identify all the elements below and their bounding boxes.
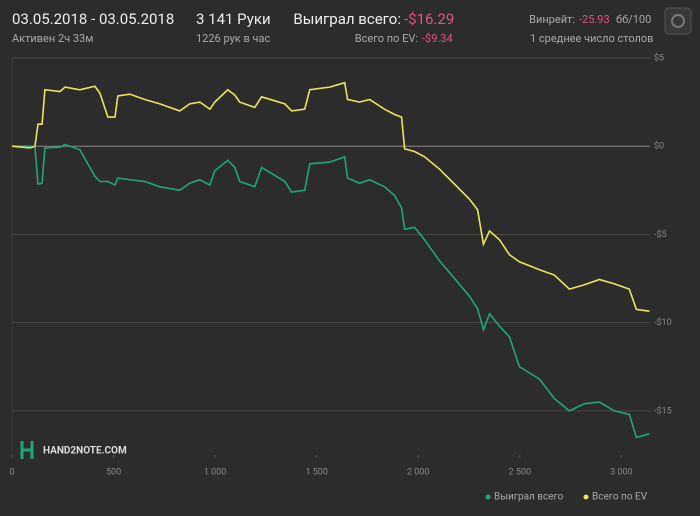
x-tick-label: 3 000 [610,467,632,477]
hands-per-hour: 1226 рук в час [196,32,270,45]
logo: HAND2NOTE.COM [20,441,127,459]
won-label: Выиграл всего: [293,10,401,28]
y-tick-label: $0 [654,141,664,152]
legend-marker [485,494,491,500]
won-value: -$16.29 [404,10,454,28]
legend-marker [583,494,589,500]
legend-label: Всего по EV [592,492,648,503]
active-time: Активен 2ч 33м [12,32,93,45]
x-tick-label: 2 500 [509,467,531,477]
ev-label: Всего по EV: [355,32,418,45]
logo-text: HAND2NOTE.COM [43,446,127,457]
date-range: 03.05.2018 - 03.05.2018 [12,10,174,28]
x-tick-label: 0 [9,467,14,477]
plot: $5 $0 -$5 -$10 -$15 0 500 1 000 1 500 2 000 2 500 3… [9,52,671,502]
winrate-unit: бб/100 [616,13,651,26]
hands: 3 141 Руки [196,10,271,28]
gear-icon[interactable] [671,14,685,28]
series-line [11,81,650,312]
tables: 1 среднее число столов [530,32,653,45]
ev-value: -$9.34 [422,32,453,45]
x-tick-label: 500 [106,467,121,477]
x-tick-label: 2 000 [407,467,429,477]
logo-icon [20,441,34,459]
settings-frame[interactable] [664,7,692,35]
x-tick-label: 1 500 [305,467,327,477]
y-tick-label: -$10 [654,317,672,328]
series-line [12,143,650,439]
winrate-value: -25.93 [579,13,610,26]
y-tick-label: $5 [654,52,664,63]
winrate-label: Винрейт: [529,13,575,26]
x-tick-label: 1 000 [204,467,226,477]
legend-label: Выиграл всего [494,492,564,503]
y-tick-label: -$5 [654,229,667,240]
y-tick-label: -$15 [654,405,672,416]
settings-button[interactable] [664,7,692,35]
